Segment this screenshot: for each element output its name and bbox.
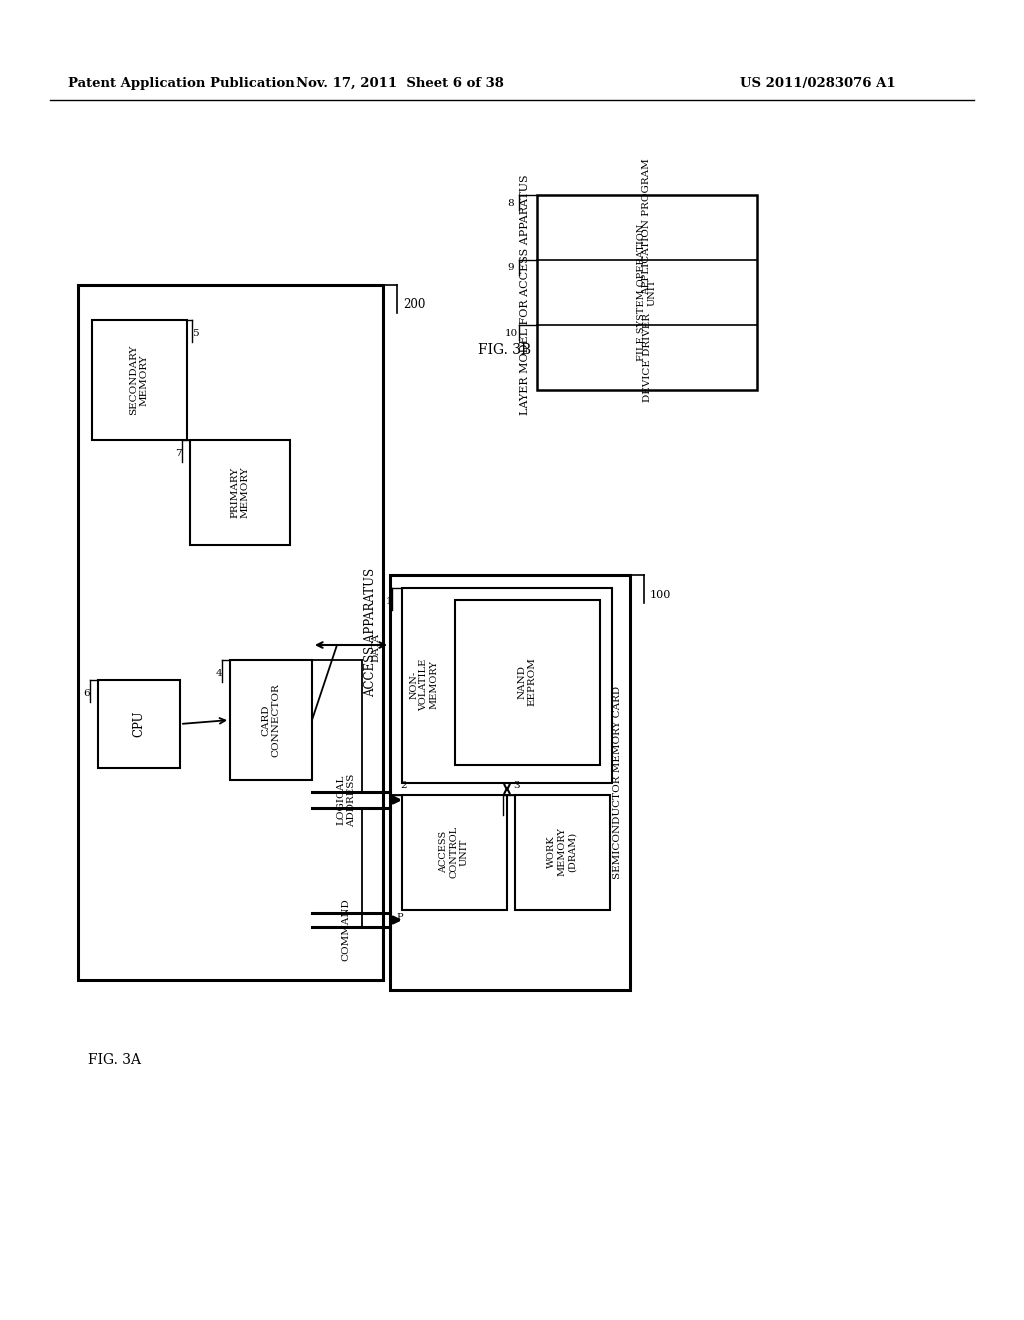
Text: 9: 9 bbox=[508, 264, 514, 272]
Text: US 2011/0283076 A1: US 2011/0283076 A1 bbox=[740, 77, 896, 90]
Text: NON-
VOLATILE
MEMORY: NON- VOLATILE MEMORY bbox=[410, 659, 439, 711]
Text: P: P bbox=[396, 912, 403, 921]
Text: 4: 4 bbox=[215, 669, 222, 678]
Bar bbox=[92, 319, 187, 440]
Text: COMMAND: COMMAND bbox=[341, 899, 350, 961]
Text: 3: 3 bbox=[513, 780, 519, 789]
Text: LOGICAL
ADDRESS: LOGICAL ADDRESS bbox=[336, 774, 355, 826]
Bar bbox=[515, 795, 610, 909]
Text: NAND
EEPROM: NAND EEPROM bbox=[517, 657, 537, 706]
Text: 8: 8 bbox=[508, 198, 514, 207]
Text: 7: 7 bbox=[175, 450, 182, 458]
Bar bbox=[98, 680, 180, 768]
Bar bbox=[78, 285, 383, 979]
Text: FIG. 3B: FIG. 3B bbox=[478, 343, 531, 356]
Text: Nov. 17, 2011  Sheet 6 of 38: Nov. 17, 2011 Sheet 6 of 38 bbox=[296, 77, 504, 90]
Text: 1: 1 bbox=[385, 598, 392, 606]
Text: ACCESS APPARATUS: ACCESS APPARATUS bbox=[365, 568, 378, 697]
Bar bbox=[537, 195, 757, 389]
Text: ACCESS
CONTROL
UNIT: ACCESS CONTROL UNIT bbox=[439, 826, 469, 878]
Bar bbox=[402, 795, 507, 909]
Text: 5: 5 bbox=[193, 330, 199, 338]
Text: PRIMARY
MEMORY: PRIMARY MEMORY bbox=[230, 466, 250, 517]
Text: 6: 6 bbox=[83, 689, 90, 698]
Text: CPU: CPU bbox=[132, 710, 145, 738]
Text: APPLICATION PROGRAM: APPLICATION PROGRAM bbox=[642, 158, 651, 296]
Text: Patent Application Publication: Patent Application Publication bbox=[68, 77, 295, 90]
Bar bbox=[190, 440, 290, 545]
Bar bbox=[390, 576, 630, 990]
Text: CARD
CONNECTOR: CARD CONNECTOR bbox=[261, 684, 281, 756]
Text: DATA: DATA bbox=[372, 634, 381, 663]
Text: FIG. 3A: FIG. 3A bbox=[88, 1053, 141, 1067]
Text: FILE SYSTEM OPERATION
UNIT: FILE SYSTEM OPERATION UNIT bbox=[637, 223, 656, 360]
Text: DEVICE DRIVER: DEVICE DRIVER bbox=[642, 313, 651, 401]
Text: SEMICONDUCTOR MEMORY CARD: SEMICONDUCTOR MEMORY CARD bbox=[613, 685, 623, 879]
Text: 2: 2 bbox=[400, 780, 407, 789]
Text: WORK
MEMORY
(DRAM): WORK MEMORY (DRAM) bbox=[547, 828, 577, 876]
Text: SECONDARY
MEMORY: SECONDARY MEMORY bbox=[129, 345, 148, 416]
Bar bbox=[402, 587, 612, 783]
Text: 100: 100 bbox=[650, 590, 672, 601]
Text: 10: 10 bbox=[505, 329, 517, 338]
Bar bbox=[230, 660, 312, 780]
Text: 200: 200 bbox=[403, 298, 425, 312]
Text: LAYER MODEL FOR ACCESS APPARATUS: LAYER MODEL FOR ACCESS APPARATUS bbox=[520, 174, 530, 416]
Bar bbox=[455, 601, 600, 766]
